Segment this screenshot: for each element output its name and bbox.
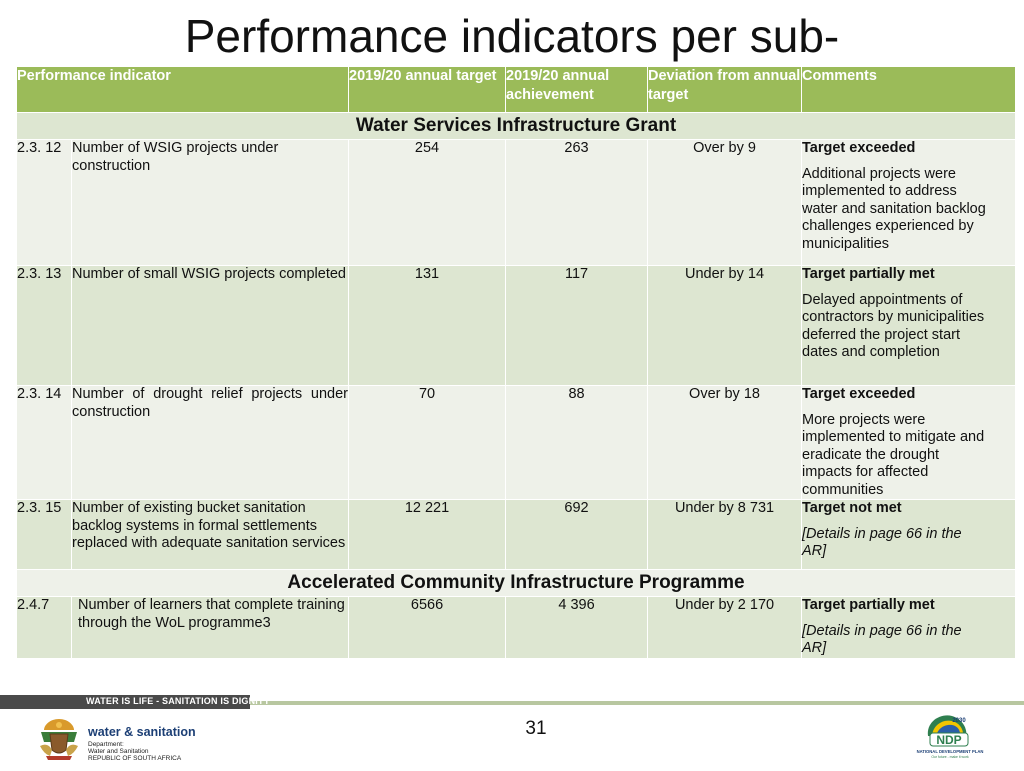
deviation: Under by 14 [647, 265, 803, 386]
indicator-number: 2.3. 15 [16, 499, 72, 570]
department-logo: water & sanitation Department: Water and… [36, 716, 236, 762]
table-row: 2.3. 13 Number of small WSIG projects co… [16, 265, 1017, 386]
deviation: Over by 18 [647, 385, 803, 500]
indicator-description: Number of learners that complete trainin… [70, 596, 350, 659]
table-row: 2.3. 12 Number of WSIG projects under co… [16, 139, 1017, 266]
annual-achievement: 692 [505, 499, 649, 570]
annual-target: 6566 [348, 596, 507, 659]
indicator-description: Number of small WSIG projects completed [70, 265, 350, 386]
section-row-wsig: Water Services Infrastructure Grant [15, 112, 1017, 140]
annual-target: 254 [348, 139, 507, 266]
section-title: Water Services Infrastructure Grant [15, 112, 1017, 140]
target-status: Target exceeded [802, 386, 916, 402]
coat-of-arms-icon [40, 719, 78, 760]
comment-detail: [Details in page 66 in the AR] [802, 622, 962, 657]
ndp-year: 2030 [952, 718, 966, 724]
annual-achievement: 88 [505, 385, 649, 500]
annual-target: 131 [348, 265, 507, 386]
header-performance-indicator: Performance indicator [15, 66, 350, 113]
footer-slogan: WATER IS LIFE - SANITATION IS DIGNITY [86, 696, 270, 706]
annual-achievement: 263 [505, 139, 649, 266]
comment-detail: Additional projects were implemented to … [802, 165, 986, 252]
annual-achievement: 117 [505, 265, 649, 386]
ndp-emblem-icon: NDP 2030 NATIONAL DEVELOPMENT PLAN Our f… [917, 715, 984, 759]
header-annual-achievement: 2019/20 annual achievement [505, 66, 649, 113]
header-annual-target: 2019/20 annual target [348, 66, 507, 113]
comments-cell: Target partially met [Details in page 66… [801, 596, 1017, 659]
footer-band-line [250, 701, 1024, 705]
table-row: 2.3. 14 Number of drought relief project… [16, 385, 1017, 500]
comment-detail: Delayed appointments of contractors by m… [802, 291, 985, 361]
table-row: 2.4.7 Number of learners that complete t… [16, 596, 1017, 659]
comments-cell: Target partially met Delayed appointment… [801, 265, 1017, 386]
section-row-acip: Accelerated Community Infrastructure Pro… [15, 569, 1017, 597]
ndp-logo: NDP 2030 NATIONAL DEVELOPMENT PLAN Our f… [910, 710, 990, 766]
indicator-number: 2.3. 12 [16, 139, 72, 266]
performance-table: Performance indicator 2019/20 annual tar… [15, 66, 1017, 659]
ndp-short: NDP [936, 733, 961, 747]
ndp-tagline: Our future - make it work [931, 755, 969, 759]
deviation: Under by 8 731 [647, 499, 803, 570]
footer-band-dark [0, 695, 250, 709]
table-header-row: Performance indicator 2019/20 annual tar… [15, 66, 1017, 113]
brand-name: water & sanitation [88, 725, 196, 739]
indicator-number: 2.3. 14 [16, 385, 72, 500]
section-title: Accelerated Community Infrastructure Pro… [15, 569, 1017, 597]
indicator-number: 2.4.7 [16, 596, 72, 659]
annual-target: 70 [348, 385, 507, 500]
ndp-name: NATIONAL DEVELOPMENT PLAN [917, 749, 984, 754]
target-status: Target partially met [802, 266, 935, 282]
footer-band: WATER IS LIFE - SANITATION IS DIGNITY [0, 695, 1024, 709]
page-title: Performance indicators per sub- [184, 10, 840, 62]
header-deviation: Deviation from annual target [647, 66, 803, 113]
annual-achievement: 4 396 [505, 596, 649, 659]
page-number: 31 [525, 718, 547, 739]
comments-cell: Target exceeded More projects were imple… [801, 385, 1017, 500]
comment-detail: More projects were implemented to mitiga… [802, 411, 985, 498]
annual-target: 12 221 [348, 499, 507, 570]
comment-detail: [Details in page 66 in the AR] [802, 525, 962, 560]
target-status: Target exceeded [802, 140, 916, 156]
target-status: Target partially met [802, 597, 935, 613]
deviation: Over by 9 [647, 139, 803, 266]
comments-cell: Target exceeded Additional projects were… [801, 139, 1017, 266]
header-comments: Comments [801, 66, 1017, 113]
indicator-description: Number of existing bucket sanitation bac… [70, 499, 350, 570]
table-row: 2.3. 15 Number of existing bucket sanita… [16, 499, 1017, 570]
target-status: Target not met [802, 500, 902, 516]
deviation: Under by 2 170 [647, 596, 803, 659]
comments-cell: Target not met [Details in page 66 in th… [801, 499, 1017, 570]
indicator-number: 2.3. 13 [16, 265, 72, 386]
indicator-description: Number of drought relief projects under … [70, 385, 350, 500]
department-name: Department: Water and Sanitation REPUBLI… [88, 741, 182, 762]
indicator-description: Number of WSIG projects under constructi… [70, 139, 350, 266]
